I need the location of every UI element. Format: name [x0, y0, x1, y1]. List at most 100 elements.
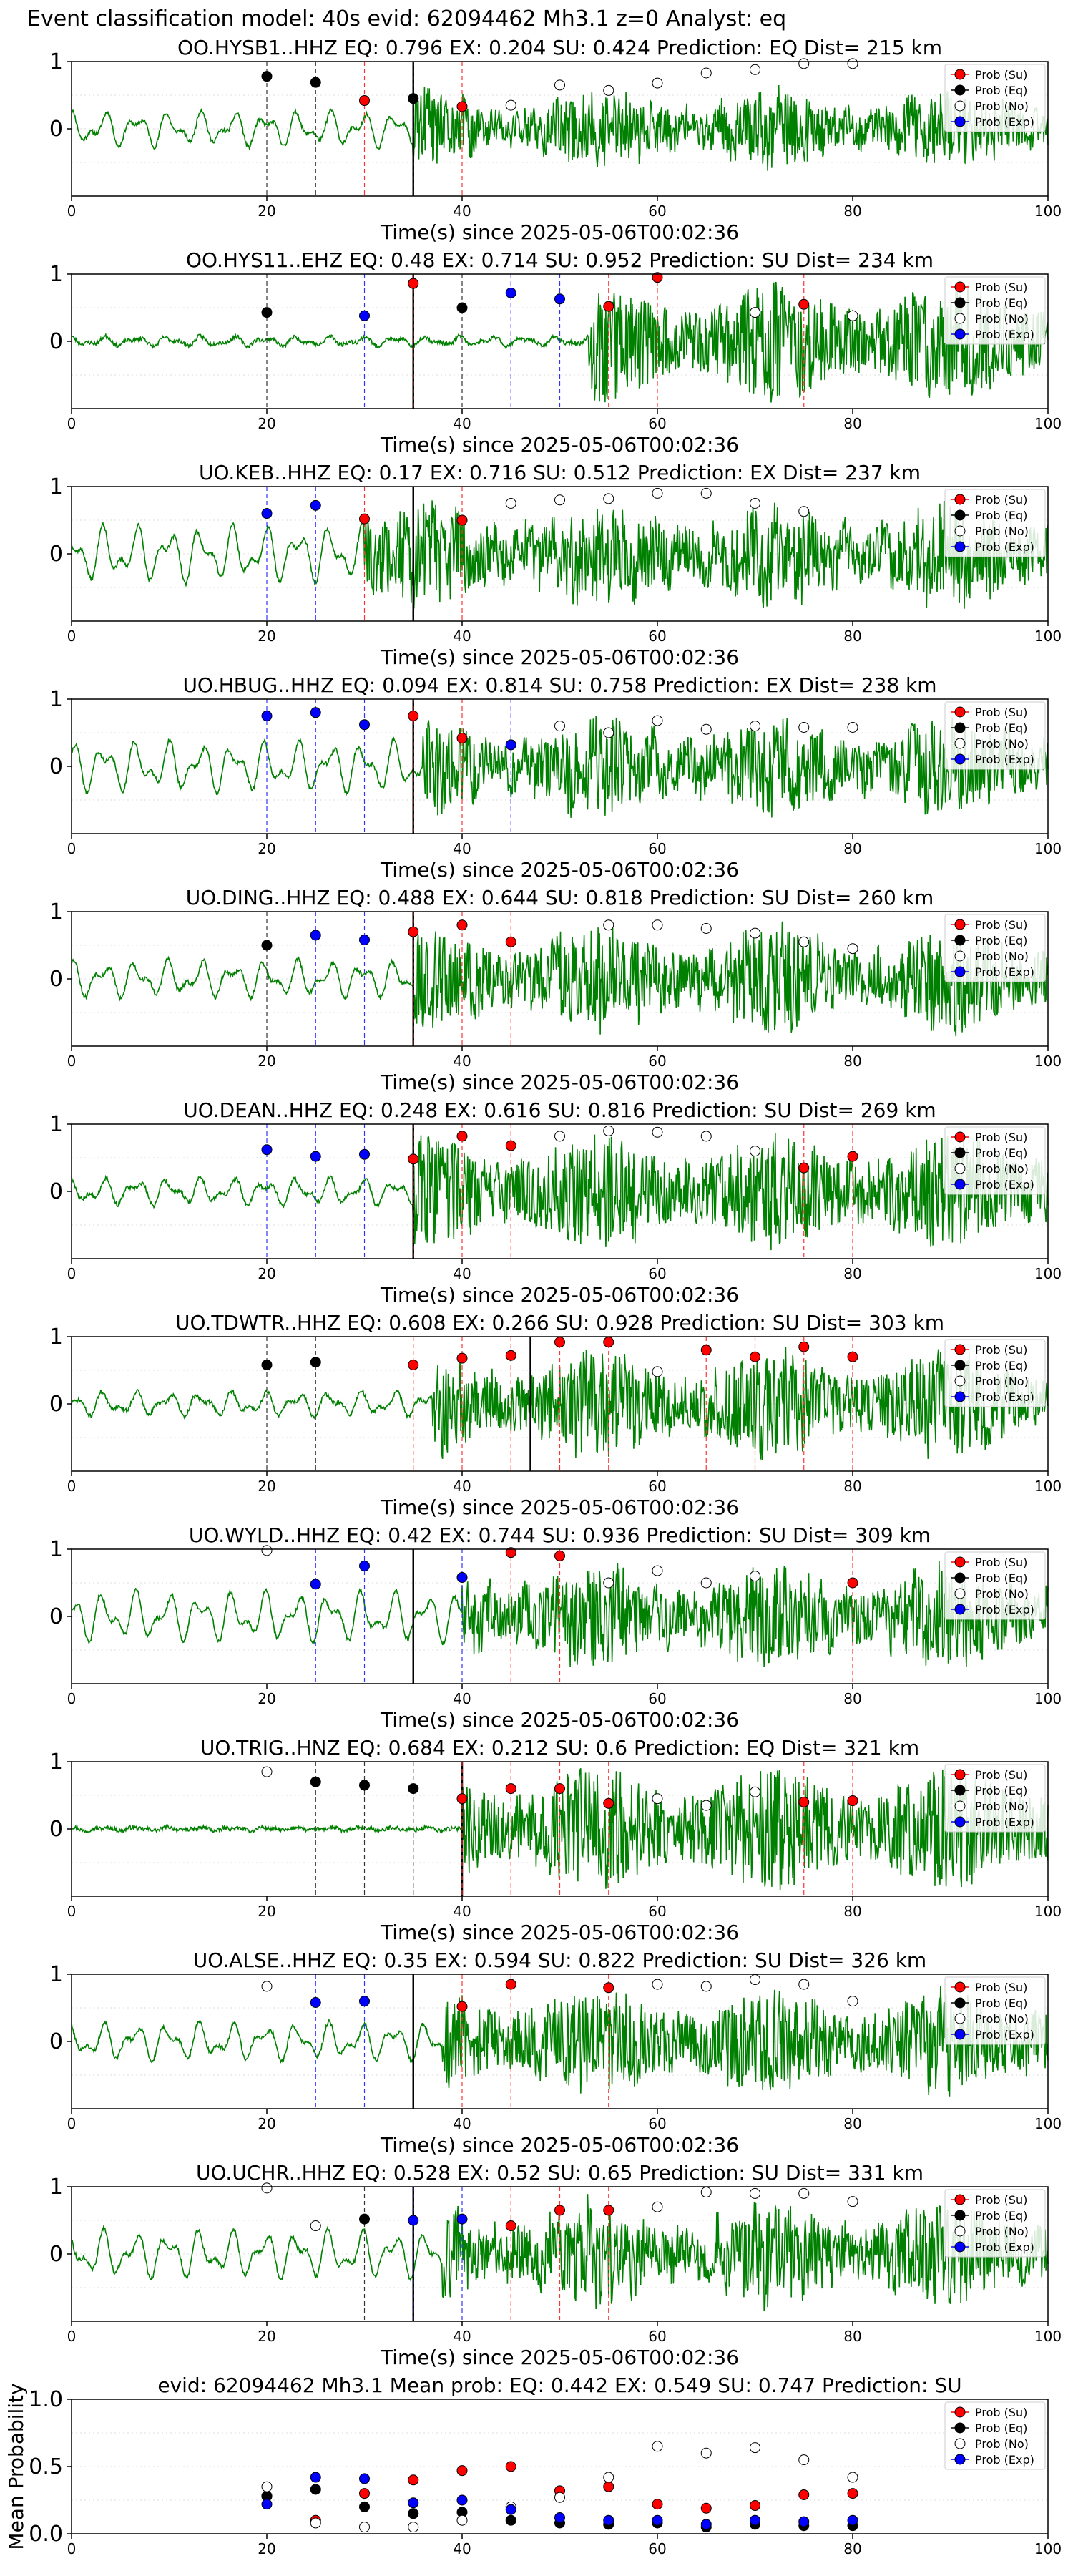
- prob-exp-point: [652, 2514, 663, 2526]
- legend-box: [944, 1764, 1046, 1833]
- prob-su-point: [456, 1793, 468, 1805]
- prob-exp-point: [554, 2512, 565, 2523]
- prob-eq-point: [505, 2514, 516, 2526]
- legend-label: Prob (Eq): [975, 1784, 1027, 1797]
- prob-exp-point: [310, 2472, 321, 2483]
- prob-no-point: [554, 494, 565, 506]
- prob-exp-point: [261, 711, 273, 721]
- legend-marker-exp: [954, 116, 966, 127]
- prob-no-point: [652, 1126, 663, 1138]
- prob-exp-point: [359, 934, 370, 945]
- prob-no-point: [652, 715, 663, 726]
- prob-no-point: [750, 927, 760, 939]
- x-tick-label: 20: [258, 1265, 275, 1282]
- x-tick-label: 100: [1034, 1478, 1062, 1495]
- y-tick-label: 0: [49, 2029, 63, 2054]
- x-tick-label: 60: [648, 1478, 666, 1495]
- y-tick-label: 0.0: [29, 2522, 63, 2547]
- prob-eq-point: [359, 2213, 370, 2225]
- prob-no-point: [700, 923, 712, 934]
- panel-title: UO.HBUG..HHZ EQ: 0.094 EX: 0.814 SU: 0.7…: [182, 673, 936, 697]
- prob-no-point: [652, 2441, 663, 2452]
- prob-su-point: [408, 278, 419, 289]
- legend-marker-su: [954, 1981, 966, 1993]
- prob-no-point: [798, 506, 810, 517]
- legend-marker-su: [954, 1769, 966, 1780]
- prob-no-point: [310, 2220, 321, 2232]
- prob-eq-point: [310, 1776, 321, 1787]
- prob-no-point: [700, 1131, 712, 1142]
- legend-marker-su: [954, 2194, 966, 2205]
- prob-exp-point: [310, 1579, 321, 1590]
- prob-su-point: [408, 711, 419, 721]
- prob-eq-point: [408, 93, 419, 104]
- prob-su-point: [505, 1783, 516, 1795]
- x-tick-label: 100: [1034, 840, 1062, 857]
- x-tick-label: 20: [258, 1903, 275, 1920]
- legend-marker-eq: [954, 1785, 966, 1796]
- prob-su-point: [456, 2465, 468, 2477]
- prob-no-point: [847, 58, 858, 69]
- legend-label: Prob (Exp): [975, 1603, 1034, 1616]
- panel-12: evid: 62094462 Mh3.1 Mean prob: EQ: 0.44…: [4, 2373, 1062, 2557]
- x-tick-label: 20: [258, 2328, 275, 2345]
- x-tick-label: 100: [1034, 628, 1062, 645]
- prob-exp-point: [310, 707, 321, 718]
- y-tick-label: 1: [49, 1750, 63, 1775]
- prob-no-point: [750, 1974, 760, 1986]
- prob-eq-point: [408, 1783, 419, 1795]
- prob-no-point: [847, 943, 858, 955]
- figure-header: Event classification model: 40s evid: 62…: [27, 6, 786, 31]
- legend-label: Prob (Su): [975, 1131, 1027, 1144]
- legend-label: Prob (Su): [975, 1981, 1027, 1994]
- x-tick-label: 40: [453, 1053, 471, 1070]
- waveform-trace: [71, 716, 1049, 818]
- x-tick-label: 100: [1034, 2540, 1062, 2557]
- prob-eq-point: [261, 307, 273, 318]
- x-tick-label: 40: [453, 1903, 471, 1920]
- prob-no-point: [700, 2187, 712, 2198]
- prob-exp-point: [847, 2514, 858, 2526]
- legend-marker-su: [954, 1556, 966, 1568]
- x-tick-label: 40: [453, 415, 471, 432]
- x-tick-label: 40: [453, 1478, 471, 1495]
- x-tick-label: 80: [843, 1903, 861, 1920]
- panel-11: UO.UCHR..HHZ EQ: 0.528 EX: 0.52 SU: 0.65…: [49, 2161, 1062, 2369]
- panel-7: UO.TDWTR..HHZ EQ: 0.608 EX: 0.266 SU: 0.…: [49, 1311, 1062, 1519]
- prob-no-point: [700, 487, 712, 499]
- legend-marker-exp: [954, 966, 966, 977]
- waveform-trace: [71, 281, 1049, 403]
- x-tick-label: 40: [453, 2115, 471, 2132]
- prob-no-point: [652, 919, 663, 931]
- x-axis-label: Time(s) since 2025-05-06T00:02:36: [380, 1070, 739, 1094]
- panel-1: OO.HYSB1..HHZ EQ: 0.796 EX: 0.204 SU: 0.…: [49, 36, 1062, 244]
- prob-su-point: [456, 919, 468, 931]
- prob-eq-point: [456, 302, 468, 313]
- legend-marker-no: [954, 525, 966, 537]
- prob-exp-point: [310, 499, 321, 511]
- x-tick-label: 0: [67, 1053, 77, 1070]
- legend-box: [944, 1126, 1046, 1195]
- x-tick-label: 20: [258, 2540, 275, 2557]
- prob-exp-point: [456, 2494, 468, 2506]
- prob-no-point: [359, 2522, 370, 2533]
- prob-exp-point: [359, 1148, 370, 1160]
- legend-box: [944, 1976, 1046, 2045]
- x-tick-label: 80: [843, 1265, 861, 1282]
- y-tick-label: 0.5: [29, 2454, 63, 2479]
- prob-exp-point: [310, 1996, 321, 2008]
- prob-su-point: [456, 514, 468, 526]
- prob-no-point: [554, 79, 565, 91]
- y-tick-label: 0: [49, 1817, 63, 1842]
- prob-su-point: [359, 95, 370, 107]
- prob-eq-point: [408, 2508, 419, 2519]
- prob-no-point: [847, 2472, 858, 2483]
- prob-su-point: [505, 936, 516, 947]
- prob-su-point: [554, 1337, 565, 1348]
- x-tick-label: 80: [843, 1053, 861, 1070]
- legend-label: Prob (No): [975, 950, 1029, 963]
- legend-marker-no: [954, 100, 966, 112]
- legend-label: Prob (Eq): [975, 1996, 1027, 2010]
- legend-marker-no: [954, 2013, 966, 2024]
- x-tick-label: 80: [843, 2328, 861, 2345]
